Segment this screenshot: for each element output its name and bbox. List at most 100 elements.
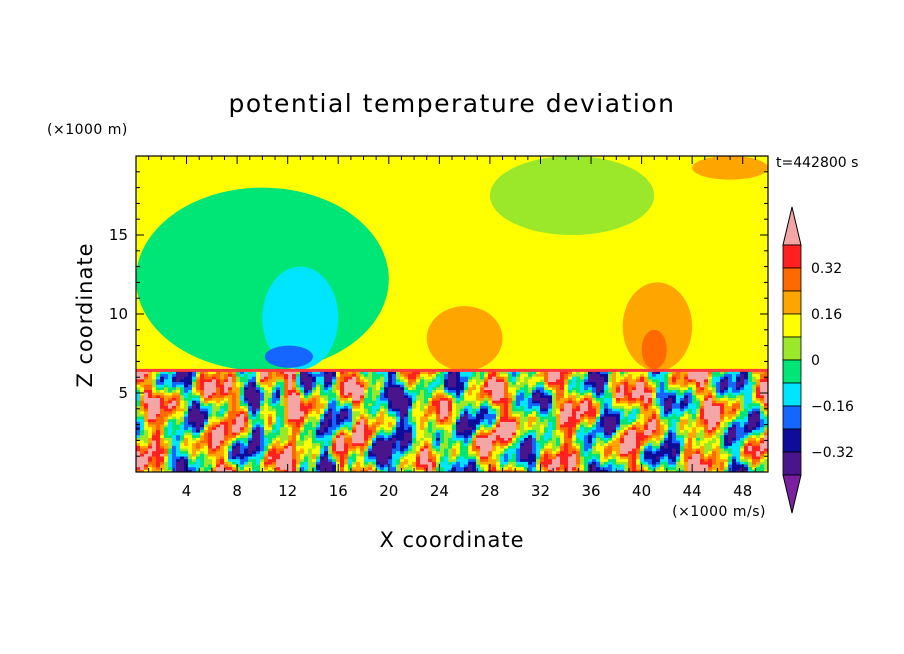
field-cell (184, 392, 189, 396)
field-cell (620, 392, 625, 396)
field-cell (540, 416, 545, 420)
field-cell (204, 469, 209, 472)
field-cell (380, 424, 385, 428)
field-cell (448, 389, 453, 393)
field-cell (248, 394, 253, 398)
field-cell (288, 400, 293, 404)
field-cell (356, 376, 361, 380)
field-cell (344, 418, 349, 422)
field-cell (588, 426, 593, 430)
field-cell (612, 426, 617, 430)
field-cell (332, 392, 337, 396)
field-cell (212, 397, 217, 401)
field-cell (208, 418, 213, 422)
field-cell (396, 376, 401, 380)
field-cell (504, 432, 509, 436)
field-cell (584, 461, 589, 465)
field-cell (588, 450, 593, 454)
field-cell (648, 450, 653, 454)
field-cell (188, 448, 193, 452)
field-cell (188, 413, 193, 417)
field-cell (628, 418, 633, 422)
field-cell (424, 464, 429, 468)
field-cell (560, 410, 565, 414)
field-cell (416, 434, 421, 438)
field-cell (220, 421, 225, 425)
field-cell (412, 456, 417, 460)
field-cell (540, 421, 545, 425)
field-cell (428, 469, 433, 472)
field-cell (488, 400, 493, 404)
field-cell (516, 442, 521, 446)
field-cell (316, 402, 321, 406)
field-cell (592, 440, 597, 444)
field-cell (536, 386, 541, 391)
field-cell (332, 453, 337, 457)
field-cell (556, 373, 561, 377)
field-cell (208, 469, 213, 472)
field-cell (268, 408, 273, 412)
field-cell (352, 389, 357, 393)
field-cell (188, 469, 193, 472)
field-cell (192, 421, 197, 425)
field-cell (456, 466, 461, 470)
field-cell (368, 394, 373, 398)
field-cell (280, 464, 285, 468)
field-cell (288, 440, 293, 444)
field-cell (400, 381, 405, 385)
field-cell (376, 378, 381, 383)
field-cell (560, 394, 565, 398)
field-cell (584, 405, 589, 409)
field-cell (268, 469, 273, 472)
field-cell (220, 458, 225, 462)
field-cell (308, 424, 313, 428)
field-cell (148, 381, 153, 385)
field-cell (148, 402, 153, 406)
field-cell (460, 450, 465, 454)
field-cell (304, 373, 309, 377)
field-cell (204, 386, 209, 391)
field-cell (500, 392, 505, 396)
field-cell (584, 442, 589, 446)
field-cell (140, 464, 145, 468)
field-cell (568, 450, 573, 454)
field-cell (604, 432, 609, 436)
field-cell (388, 453, 393, 457)
field-cell (224, 394, 229, 398)
field-cell (292, 400, 297, 404)
field-cell (468, 389, 473, 393)
field-cell (536, 461, 541, 465)
field-cell (428, 389, 433, 393)
field-cell (592, 421, 597, 425)
field-cell (476, 445, 481, 449)
field-cell (292, 389, 297, 393)
field-cell (220, 466, 225, 470)
field-cell (232, 469, 237, 472)
field-cell (224, 424, 229, 428)
field-cell (644, 466, 649, 470)
field-cell (188, 373, 193, 377)
field-cell (580, 458, 585, 462)
field-cell (380, 370, 385, 375)
field-cell (624, 376, 629, 380)
field-cell (468, 397, 473, 401)
field-cell (376, 450, 381, 454)
field-cell (408, 373, 413, 377)
field-cell (584, 378, 589, 383)
field-cell (236, 418, 241, 422)
field-cell (344, 437, 349, 441)
field-cell (292, 416, 297, 420)
field-cell (308, 394, 313, 398)
field-cell (224, 434, 229, 438)
field-cell (284, 408, 289, 412)
field-cell (316, 464, 321, 468)
field-cell (532, 456, 537, 460)
field-cell (600, 426, 605, 430)
field-cell (260, 426, 265, 430)
region-upper-left-trough (136, 187, 389, 371)
field-cell (556, 381, 561, 385)
field-cell (200, 450, 205, 454)
field-cell (528, 397, 533, 401)
field-cell (516, 405, 521, 409)
field-cell (216, 429, 221, 433)
